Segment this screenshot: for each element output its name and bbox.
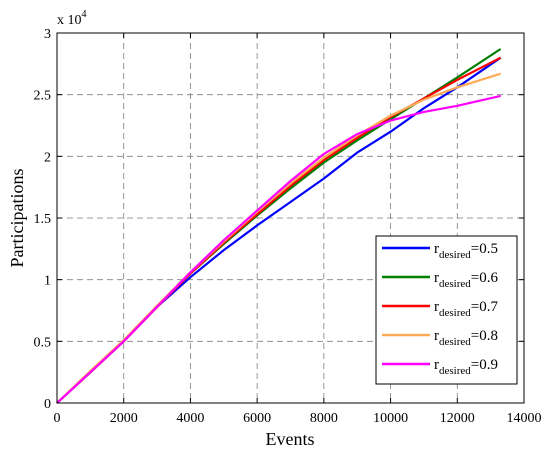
legend-label-2: rdesired=0.6 bbox=[434, 270, 498, 290]
legend-label-4: rdesired=0.8 bbox=[434, 328, 498, 348]
y-tick-label: 3 bbox=[44, 27, 51, 42]
y-tick-label: 0 bbox=[44, 397, 51, 412]
x-tick-label: 8000 bbox=[310, 411, 338, 426]
legend: rdesired=0.5 rdesired=0.6 rdesired=0.7 rdes… bbox=[375, 235, 518, 385]
y-tick-label: 0.5 bbox=[34, 335, 52, 350]
tick-labels: 0 2000 4000 6000 8000 10000 12000 14000 0 0.5 1 1.5… bbox=[34, 27, 542, 426]
y-tick-label: 2.5 bbox=[34, 89, 52, 104]
series-layer bbox=[56, 48, 502, 404]
y-multiplier-label: x 104 bbox=[57, 9, 87, 28]
x-tick-label: 14000 bbox=[507, 411, 542, 426]
x-tick-label: 10000 bbox=[373, 411, 408, 426]
x-tick-label: 2000 bbox=[110, 411, 138, 426]
legend-label-1: rdesired=0.5 bbox=[434, 241, 498, 261]
y-tick-label: 1 bbox=[44, 274, 51, 289]
x-tick-label: 6000 bbox=[243, 411, 271, 426]
y-tick-label: 1.5 bbox=[34, 212, 52, 227]
x-tick-label: 0 bbox=[54, 411, 61, 426]
x-tick-label: 12000 bbox=[440, 411, 475, 426]
x-tick-label: 4000 bbox=[176, 411, 204, 426]
y-tick-label: 2 bbox=[44, 150, 51, 165]
grid bbox=[57, 33, 524, 403]
axis-ticks bbox=[56, 32, 525, 404]
x-axis-label: Events bbox=[266, 429, 315, 449]
legend-box bbox=[375, 235, 518, 385]
y-axis-label: Participations bbox=[7, 169, 27, 268]
series-line-5 bbox=[56, 94, 501, 404]
legend-label-5: rdesired=0.9 bbox=[434, 357, 498, 377]
legend-label-3: rdesired=0.7 bbox=[434, 299, 498, 319]
